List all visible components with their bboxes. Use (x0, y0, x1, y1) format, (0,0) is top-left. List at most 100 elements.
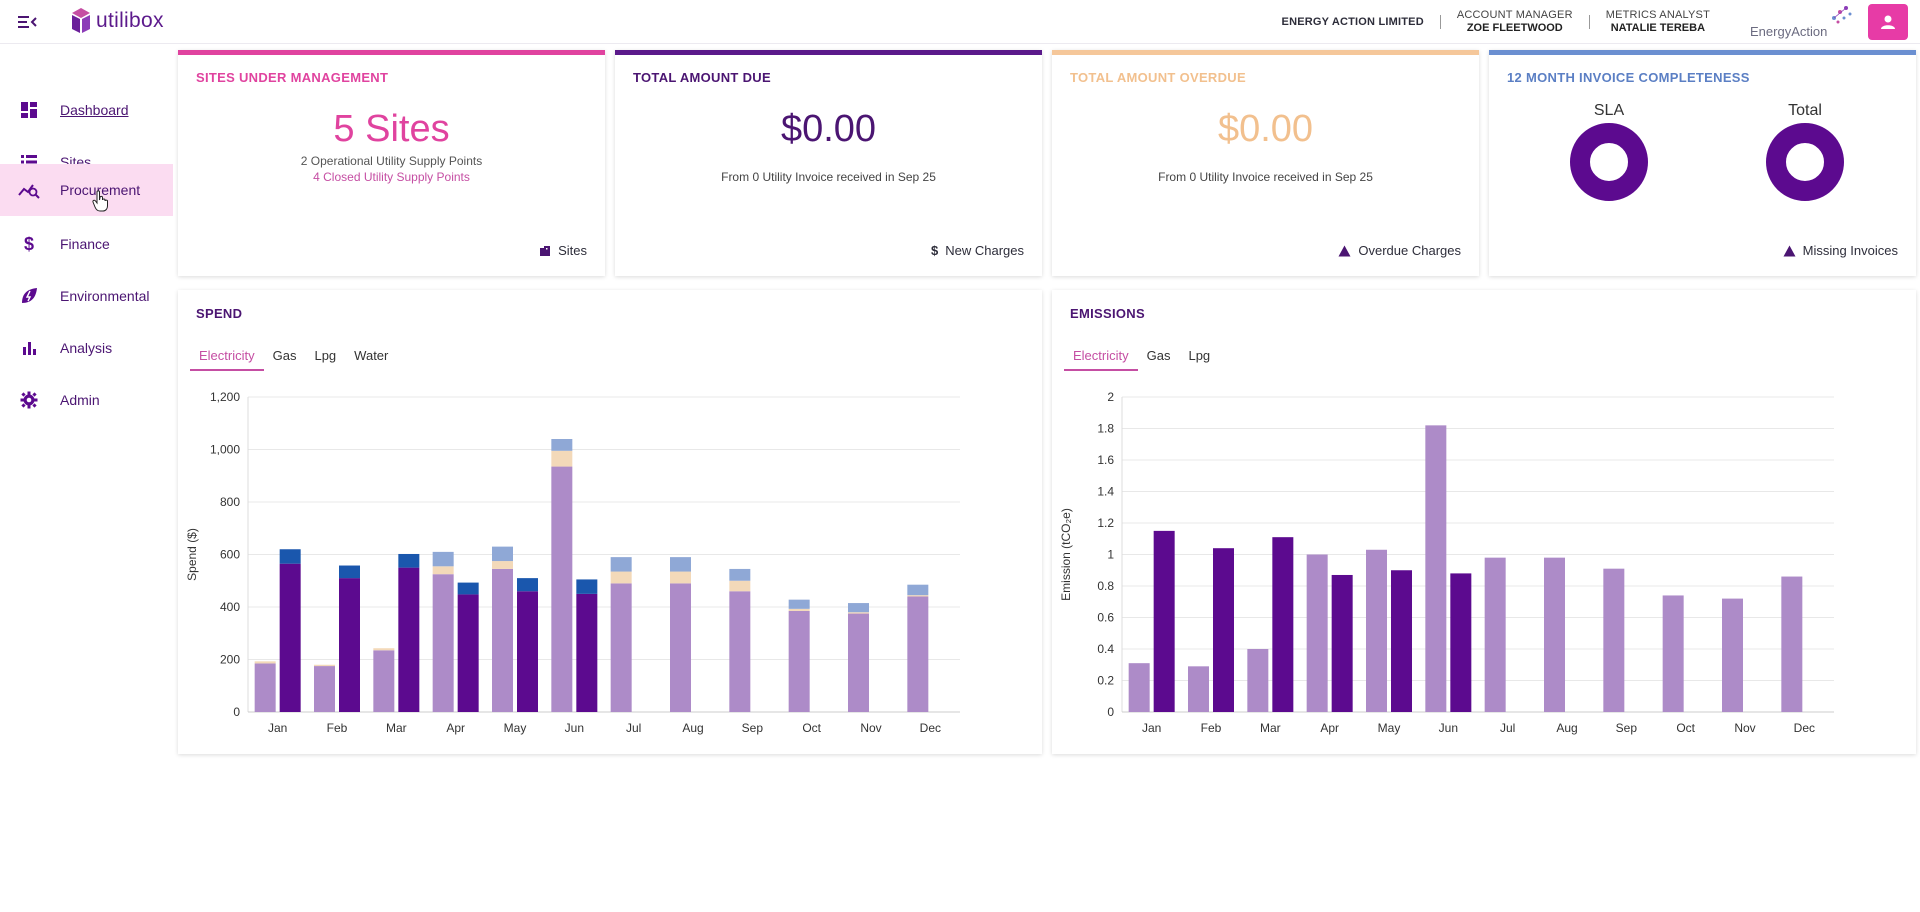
spend-bar[interactable] (576, 579, 598, 594)
spend-bar[interactable] (432, 551, 454, 567)
tab-gas[interactable]: Gas (1146, 348, 1171, 363)
spend-bar[interactable] (492, 568, 513, 712)
user-account-button[interactable] (1868, 4, 1908, 40)
x-tick-label: Jul (1500, 721, 1515, 735)
spend-bar[interactable] (457, 582, 479, 595)
new-charges-link[interactable]: $ New Charges (931, 243, 1024, 258)
spend-bar[interactable] (314, 666, 335, 712)
spend-bar[interactable] (907, 584, 929, 596)
account-manager-title: ACCOUNT MANAGER (1456, 9, 1573, 21)
missing-invoices-link[interactable]: Missing Invoices (1783, 243, 1898, 258)
x-tick-label: Jan (268, 721, 287, 735)
emissions-title: EMISSIONS (1070, 306, 1145, 321)
sidebar-item-dashboard[interactable]: Dashboard (0, 84, 173, 136)
sidebar-item-procurement[interactable]: Procurement (0, 164, 173, 216)
sidebar-item-finance[interactable]: $ Finance (0, 218, 173, 270)
emissions-bar[interactable] (1781, 576, 1803, 712)
spend-bar[interactable] (907, 595, 929, 597)
emissions-bar[interactable] (1306, 554, 1328, 713)
spend-bar[interactable] (279, 549, 301, 564)
spend-bar[interactable] (848, 613, 869, 712)
spend-bar[interactable] (551, 450, 573, 467)
spend-bar[interactable] (551, 439, 573, 451)
building-icon (540, 245, 551, 256)
spend-bar[interactable] (398, 567, 420, 712)
spend-bar[interactable] (848, 603, 869, 613)
tab-lpg[interactable]: Lpg (314, 348, 337, 363)
tab-water[interactable]: Water (354, 348, 389, 363)
x-tick-label: Dec (920, 721, 941, 735)
spend-bar[interactable] (314, 664, 335, 667)
y-axis-label: Spend ($) (185, 528, 199, 581)
spend-bar[interactable] (492, 546, 513, 562)
spend-bar[interactable] (788, 610, 810, 712)
emissions-bar[interactable] (1188, 666, 1209, 712)
emissions-bar[interactable] (1247, 649, 1269, 712)
emissions-bar[interactable] (1544, 557, 1565, 712)
spend-bar[interactable] (373, 648, 395, 651)
emissions-bar[interactable] (1603, 568, 1625, 712)
spend-bar[interactable] (729, 580, 751, 592)
spend-bar[interactable] (339, 578, 360, 712)
spend-bar[interactable] (254, 663, 276, 712)
spend-bar[interactable] (670, 571, 691, 584)
spend-bar[interactable] (517, 591, 538, 712)
emissions-bar[interactable] (1213, 548, 1234, 712)
spend-bar[interactable] (457, 594, 479, 712)
spend-bar[interactable] (610, 571, 632, 584)
tab-lpg[interactable]: Lpg (1188, 348, 1211, 363)
spend-bar[interactable] (729, 591, 751, 712)
spend-bar[interactable] (610, 583, 632, 712)
sidebar-item-admin[interactable]: Admin (0, 374, 173, 426)
spend-bar[interactable] (279, 563, 301, 712)
emissions-bar[interactable] (1450, 573, 1472, 712)
emissions-bar[interactable] (1272, 537, 1294, 712)
spend-bar[interactable] (670, 557, 691, 572)
invoice-completeness-card: 12 MONTH INVOICE COMPLETENESS SLA Total … (1489, 50, 1916, 276)
sidebar-item-analysis[interactable]: Analysis (0, 322, 173, 374)
spend-bar[interactable] (517, 578, 538, 592)
tab-gas[interactable]: Gas (272, 348, 297, 363)
x-tick-label: Sep (1616, 721, 1638, 735)
spend-bar[interactable] (576, 593, 598, 712)
tab-electricity[interactable]: Electricity (1064, 348, 1138, 371)
spend-bar[interactable] (788, 599, 810, 609)
y-tick-label: 1,000 (210, 443, 240, 457)
emissions-bar[interactable] (1484, 557, 1506, 712)
spend-bar[interactable] (432, 574, 454, 712)
sidebar-item-environmental[interactable]: Environmental (0, 270, 173, 322)
spend-bar[interactable] (254, 661, 276, 664)
emissions-bar[interactable] (1662, 595, 1684, 712)
y-tick-label: 0.2 (1097, 674, 1114, 688)
account-manager: ACCOUNT MANAGER ZOE FLEETWOOD (1457, 9, 1573, 35)
spend-bar[interactable] (907, 596, 929, 713)
menu-toggle-icon[interactable] (16, 12, 40, 32)
spend-bar[interactable] (670, 583, 691, 712)
spend-bar[interactable] (729, 568, 751, 581)
emissions-bar[interactable] (1366, 549, 1387, 712)
emissions-bar[interactable] (1722, 598, 1743, 712)
card-accent-bar (1052, 50, 1479, 55)
spend-bar[interactable] (551, 466, 573, 712)
emissions-bar[interactable] (1153, 530, 1175, 712)
spend-bar[interactable] (398, 553, 420, 568)
spend-bar[interactable] (339, 565, 360, 579)
total-due-card: TOTAL AMOUNT DUE $0.00 From 0 Utility In… (615, 50, 1042, 276)
overdue-charges-link[interactable]: Overdue Charges (1338, 243, 1461, 258)
emissions-bar[interactable] (1128, 663, 1150, 712)
emissions-bar[interactable] (1391, 570, 1412, 712)
spend-bar[interactable] (788, 608, 810, 611)
spend-bar[interactable] (432, 566, 454, 575)
closed-supply-points-link[interactable]: 4 Closed Utility Supply Points (313, 170, 470, 184)
spend-bar[interactable] (610, 557, 632, 572)
emissions-card: EMISSIONS Electricity Gas Lpg 0 0.2 0.4 0.6… (1052, 290, 1916, 754)
spend-bar[interactable] (848, 612, 869, 614)
spend-bar[interactable] (492, 561, 513, 569)
utilibox-logo[interactable]: utilibox (70, 6, 164, 36)
tab-electricity[interactable]: Electricity (190, 348, 264, 371)
emissions-bar[interactable] (1425, 425, 1447, 712)
emissions-bar[interactable] (1331, 574, 1353, 712)
x-tick-label: May (504, 721, 527, 735)
sites-link[interactable]: Sites (539, 243, 587, 258)
spend-bar[interactable] (373, 650, 395, 712)
